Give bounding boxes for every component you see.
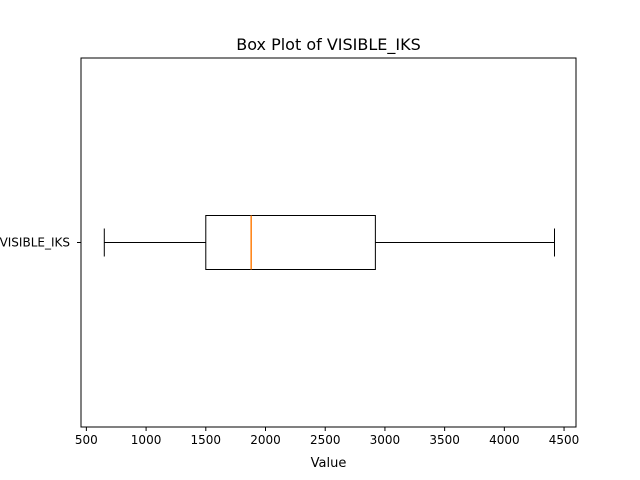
x-tick-label: 3000: [370, 433, 401, 447]
x-tick-label: 2500: [310, 433, 341, 447]
chart-title: Box Plot of VISIBLE_IKS: [236, 35, 420, 55]
x-axis-label: Value: [311, 456, 347, 471]
iqr-box: [205, 215, 376, 270]
x-tick-label: 1500: [191, 433, 222, 447]
x-tick-label: 4500: [549, 433, 580, 447]
x-tick-label: 1000: [131, 433, 162, 447]
x-tick-label: 4000: [489, 433, 520, 447]
y-axis: VISIBLE_IKS: [0, 236, 81, 250]
box-group: [103, 215, 556, 270]
x-tick-label: 500: [75, 433, 98, 447]
y-tick-label: VISIBLE_IKS: [0, 236, 70, 250]
x-tick-label: 2000: [250, 433, 281, 447]
x-tick-label: 3500: [429, 433, 460, 447]
x-axis: 500 1000 1500 2000 2500 3000 3500 4000 4500: [75, 427, 579, 447]
